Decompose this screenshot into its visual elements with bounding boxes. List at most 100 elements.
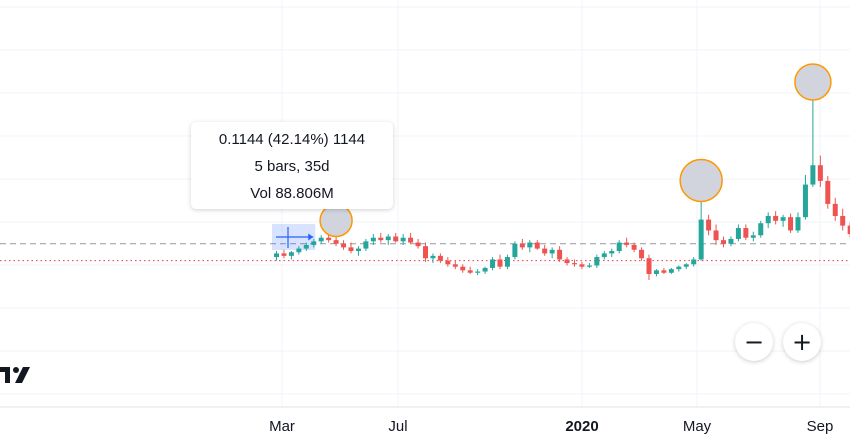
candle[interactable]	[750, 231, 756, 242]
candle-body	[437, 255, 443, 261]
candle[interactable]	[512, 241, 518, 260]
candle[interactable]	[482, 266, 488, 274]
candle-body	[274, 253, 279, 258]
candle[interactable]	[452, 260, 458, 270]
candle[interactable]	[728, 236, 734, 247]
candle[interactable]	[579, 261, 585, 270]
candle[interactable]	[437, 253, 443, 264]
candlestick-series	[274, 100, 850, 280]
candle[interactable]	[586, 263, 592, 268]
candle[interactable]	[467, 266, 473, 274]
candle-body	[460, 266, 466, 271]
candle[interactable]	[490, 257, 496, 271]
candle[interactable]	[527, 240, 533, 253]
tradingview-logo-icon[interactable]	[0, 364, 34, 388]
candle[interactable]	[683, 263, 689, 270]
candle[interactable]	[676, 265, 682, 272]
event-markers	[319, 63, 832, 238]
candle[interactable]	[706, 214, 712, 236]
zoom-out-button[interactable]: −	[735, 323, 773, 361]
candle[interactable]	[646, 254, 652, 280]
candle[interactable]	[825, 176, 831, 209]
candle-body	[773, 215, 779, 221]
candle[interactable]	[341, 240, 347, 250]
candle[interactable]	[780, 214, 786, 227]
candle[interactable]	[504, 254, 510, 270]
candle[interactable]	[393, 232, 399, 243]
candle[interactable]	[303, 242, 309, 252]
candle[interactable]	[445, 257, 451, 267]
candle[interactable]	[370, 234, 376, 245]
candle[interactable]	[348, 242, 354, 254]
candle[interactable]	[743, 224, 749, 241]
candle[interactable]	[497, 254, 503, 270]
candle[interactable]	[639, 247, 645, 261]
candle[interactable]	[385, 234, 391, 245]
zoom-in-button[interactable]: +	[783, 323, 821, 361]
candle[interactable]	[691, 257, 697, 267]
candle[interactable]	[423, 242, 428, 262]
event-marker[interactable]	[319, 203, 353, 238]
candle[interactable]	[616, 240, 622, 254]
candle[interactable]	[788, 213, 794, 233]
candle[interactable]	[534, 240, 540, 250]
candle[interactable]	[609, 248, 615, 258]
candle[interactable]	[601, 251, 607, 260]
candle[interactable]	[594, 254, 600, 268]
candle-body	[639, 249, 645, 259]
candle[interactable]	[653, 269, 659, 277]
candle[interactable]	[802, 174, 808, 220]
candle[interactable]	[311, 238, 317, 248]
candle[interactable]	[773, 211, 779, 225]
event-marker[interactable]	[794, 63, 832, 101]
candle[interactable]	[557, 246, 563, 262]
candle[interactable]	[832, 197, 838, 221]
candle-body	[341, 243, 347, 248]
candle[interactable]	[765, 212, 771, 229]
candle-body	[691, 259, 697, 265]
candle[interactable]	[281, 249, 287, 259]
candle[interactable]	[758, 220, 764, 238]
candle[interactable]	[460, 264, 466, 273]
candle[interactable]	[795, 212, 801, 233]
candle[interactable]	[519, 238, 525, 250]
candle[interactable]	[355, 246, 361, 256]
candle[interactable]	[735, 224, 741, 242]
candle[interactable]	[847, 222, 850, 238]
candle[interactable]	[475, 269, 481, 276]
candle[interactable]	[296, 246, 302, 255]
tooltip-volume: Vol 88.806M	[250, 185, 334, 202]
candle[interactable]	[288, 251, 294, 260]
candle[interactable]	[564, 257, 570, 266]
candle[interactable]	[408, 232, 414, 244]
candle[interactable]	[721, 236, 726, 248]
event-marker[interactable]	[679, 158, 723, 203]
candle[interactable]	[810, 100, 816, 187]
candle[interactable]	[318, 235, 324, 244]
candle[interactable]	[333, 236, 339, 247]
candle[interactable]	[661, 267, 667, 274]
candle[interactable]	[631, 242, 637, 253]
candle[interactable]	[624, 237, 630, 248]
candle[interactable]	[363, 238, 369, 252]
candle[interactable]	[415, 238, 421, 249]
x-tick-label: Sep	[807, 418, 834, 435]
candle[interactable]	[698, 201, 704, 261]
candle[interactable]	[542, 244, 548, 256]
candle[interactable]	[668, 267, 674, 274]
candle-body	[512, 243, 518, 258]
candle[interactable]	[817, 155, 823, 187]
candle[interactable]	[400, 234, 406, 245]
candle-body	[557, 249, 563, 260]
candle-body	[430, 255, 436, 259]
candle[interactable]	[274, 251, 279, 261]
candle-body	[542, 248, 548, 254]
candle[interactable]	[713, 224, 719, 245]
candle[interactable]	[378, 232, 384, 243]
candle[interactable]	[840, 208, 846, 231]
candle[interactable]	[572, 259, 577, 267]
candle[interactable]	[430, 253, 436, 264]
candle[interactable]	[549, 247, 555, 259]
